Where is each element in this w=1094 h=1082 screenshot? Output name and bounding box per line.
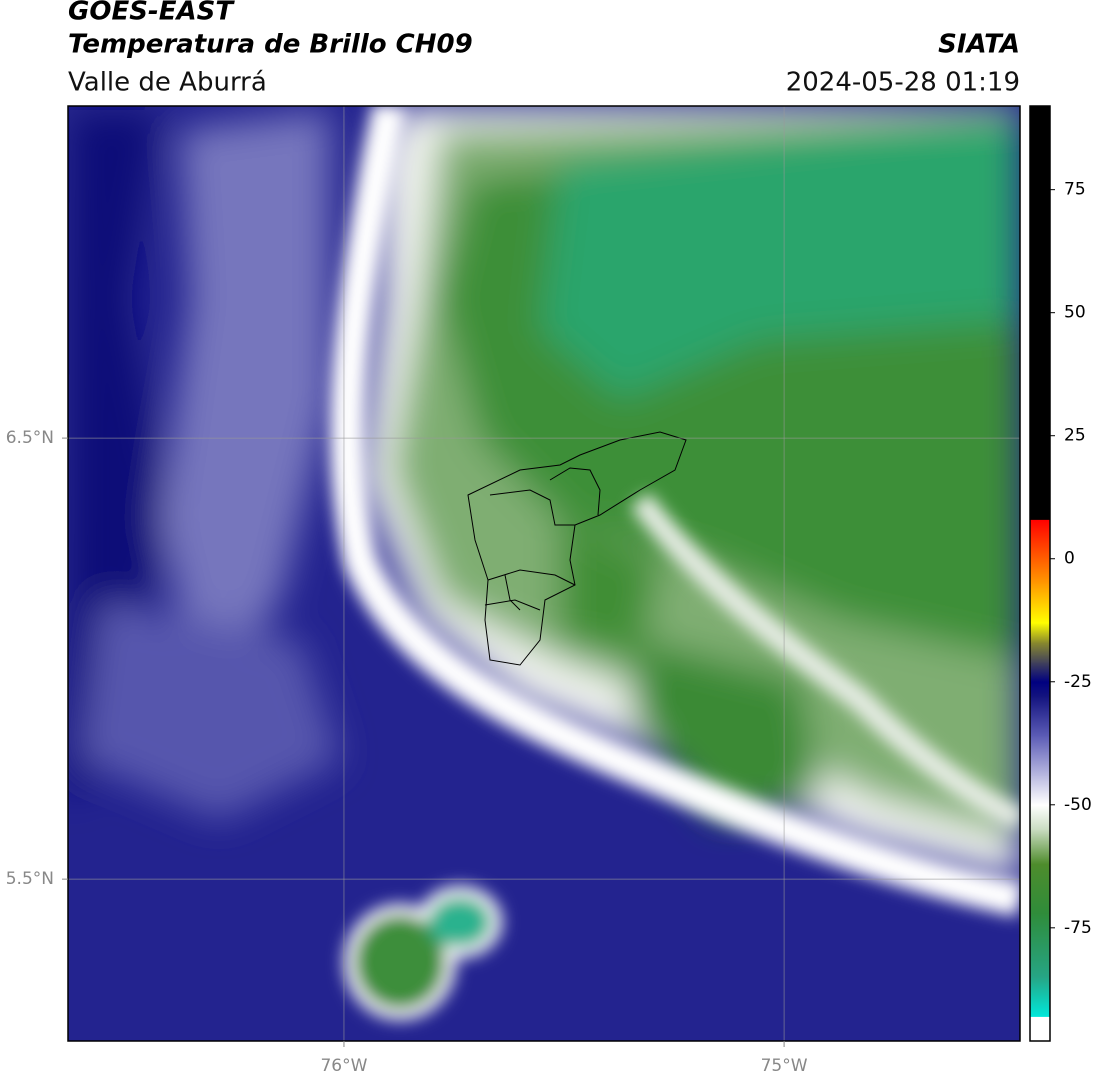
x-tick-label: 75°W — [761, 1056, 808, 1076]
colorbar-tick-label: 0 — [1064, 549, 1075, 569]
colorbar-frame — [1029, 105, 1051, 1042]
x-tick-label: 76°W — [320, 1056, 367, 1076]
colorbar-segment — [1030, 863, 1050, 914]
y-tick-label: 6.5°N — [6, 428, 54, 448]
colorbar-segment — [1030, 519, 1050, 584]
colorbar-tick-label: -75 — [1064, 918, 1092, 938]
source: SIATA — [938, 30, 1020, 60]
colorbar-segment — [1030, 622, 1050, 643]
region: Valle de Aburrá — [68, 68, 267, 98]
colorbar-segment — [1030, 913, 1050, 978]
timestamp: 2024-05-28 01:19 — [786, 68, 1020, 98]
colorbar-segment — [1030, 642, 1050, 663]
colorbar-tick-label: -50 — [1064, 795, 1092, 815]
y-tick-label: 5.5°N — [6, 869, 54, 889]
colorbar-tick-label: -25 — [1064, 672, 1092, 692]
colorbar-segment — [1030, 583, 1050, 624]
map-frame — [67, 105, 1021, 1042]
colorbar-segment — [1030, 681, 1050, 698]
colorbar-segment — [1030, 829, 1050, 865]
colorbar-segment — [1030, 1016, 1050, 1042]
colorbar-segment — [1030, 775, 1050, 806]
colorbar-segment — [1030, 804, 1050, 830]
satellite-image — [68, 106, 1020, 1041]
colorbar-segment — [1030, 977, 1050, 1017]
colorbar-tick-label: 50 — [1064, 303, 1086, 323]
colorbar-tick-label: 25 — [1064, 426, 1086, 446]
colorbar-segment — [1030, 735, 1050, 776]
colorbar-segment — [1030, 696, 1050, 737]
colorbar-tick-label: 75 — [1064, 180, 1086, 200]
colorbar-segment — [1030, 106, 1050, 520]
municipality-borders — [467, 431, 687, 666]
title: GOES-EAST — [68, 0, 235, 27]
subtitle: Temperatura de Brillo CH09 — [68, 30, 473, 60]
colorbar-segment — [1030, 662, 1050, 683]
